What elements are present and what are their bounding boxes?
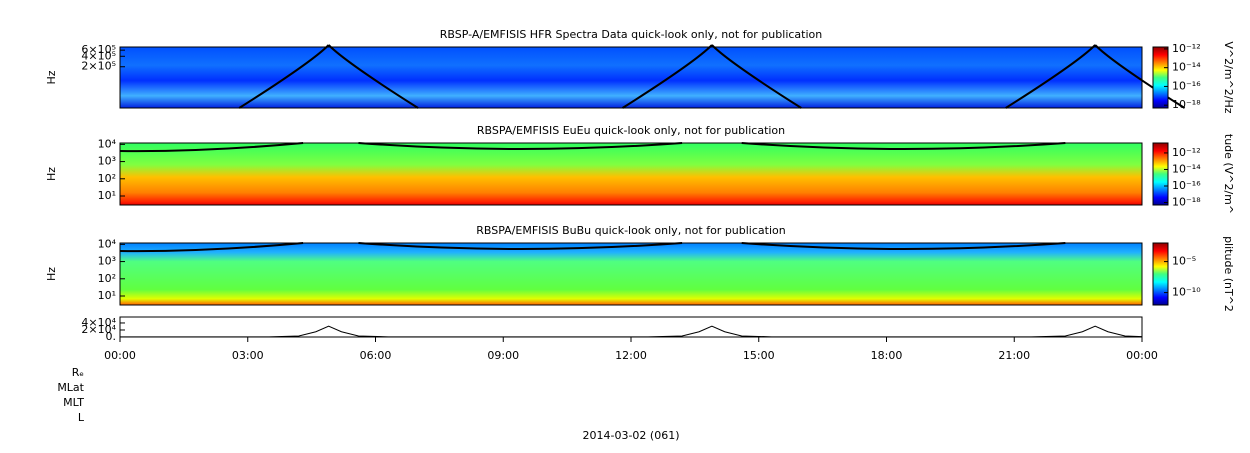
panel-title: RBSP-A/EMFISIS HFR Spectra Data quick-lo… [440,28,823,41]
y-tick-label: 6×10⁵ [81,43,116,56]
model-curve [119,142,1066,153]
plot-frame [119,46,1143,109]
x-tick-label: 12:00 [615,349,647,362]
x-tick-label: 03:00 [232,349,264,362]
y-tick-label: 10² [98,272,116,285]
y-axis-label: Hz [45,267,58,281]
row-label: L [78,411,85,424]
y-tick-label: 10⁴ [98,137,117,150]
plot-frame [119,242,1143,306]
colorbar-tick-label: 10⁻¹⁴ [1172,61,1201,74]
y-tick-label: 10⁴ [98,237,117,250]
colorbar-tick-label: 10⁻¹² [1172,146,1201,159]
colorbar-tick-label: 10⁻¹⁰ [1172,286,1201,299]
x-tick-label: 18:00 [871,349,903,362]
row-label: Rₑ [72,366,84,379]
model-curve [238,44,1186,109]
y-tick-label: 0. [106,330,117,343]
model-curve [119,242,1066,253]
colorbar [1152,142,1169,206]
plot-frame [119,316,1143,338]
x-tick-label: 21:00 [998,349,1030,362]
colorbar [1152,242,1169,306]
line-series [119,325,1143,338]
y-tick-label: 10³ [98,255,116,268]
y-tick-label: 2×10⁴ [81,323,116,336]
x-axis-label: 2014-03-02 (061) [582,429,679,442]
plot-frame [119,142,1143,206]
panel-title: RBSPA/EMFISIS EuEu quick-look only, not … [477,124,785,137]
y-tick-label: 10³ [98,155,116,168]
colorbar-tick-label: 10⁻¹² [1172,42,1201,55]
x-tick-label: 00:00 [104,349,136,362]
colorbar-tick-label: 10⁻¹⁸ [1172,98,1201,111]
x-tick-label: 06:00 [360,349,392,362]
y-tick-label: 2×10⁵ [81,60,116,73]
colorbar-label: V^2/m^2/Hz [1222,41,1235,113]
y-tick-label: 10² [98,172,116,185]
row-label: MLat [57,381,84,394]
spectrogram-image [120,47,1142,108]
colorbar-tick-label: 10⁻¹⁶ [1172,179,1201,192]
y-tick-label: 10¹ [98,289,116,302]
colorbar-tick-label: 10⁻¹⁴ [1172,162,1201,175]
x-tick-label: 09:00 [487,349,519,362]
y-axis-label: Hz [45,167,58,181]
colorbar [1152,46,1169,109]
x-tick-label: 15:00 [743,349,775,362]
colorbar-label: plitude (nT^2 [1222,236,1235,312]
spectrogram-image [120,143,1142,205]
x-tick-label: 00:00 [1126,349,1158,362]
colorbar-tick-label: 10⁻¹⁸ [1172,196,1201,209]
panel-title: RBSPA/EMFISIS BuBu quick-look only, not … [476,224,786,237]
y-tick-label: 4×10⁵ [81,49,116,62]
colorbar-label: tude (V^2/m^ [1222,134,1235,214]
colorbar-tick-label: 10⁻⁵ [1172,255,1196,268]
row-label: MLT [63,396,84,409]
y-axis-label: Hz [45,70,58,84]
y-tick-label: 4×10⁴ [81,316,116,329]
spectrogram-image [120,243,1142,305]
y-tick-label: 10¹ [98,189,116,202]
colorbar-tick-label: 10⁻¹⁶ [1172,79,1201,92]
